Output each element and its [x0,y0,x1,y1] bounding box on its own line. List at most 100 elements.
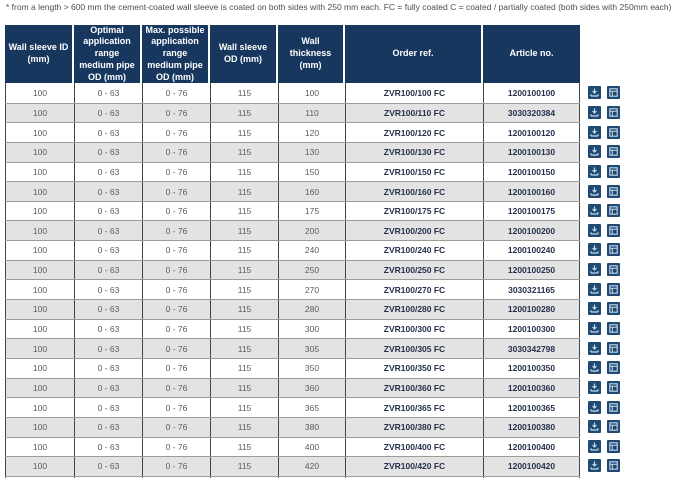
cell-wall-sleeve-od: 115 [210,241,278,260]
row-actions [588,122,620,142]
cell-wall-sleeve-od: 115 [210,457,278,476]
cell-max-range: 0 - 76 [142,280,210,300]
table-view-button[interactable] [607,302,620,316]
download-button[interactable] [588,204,601,218]
download-button[interactable] [588,263,601,277]
cell-article-no: 1200100380 [483,417,580,437]
table-icon [609,167,618,176]
download-button[interactable] [588,184,601,198]
download-button[interactable] [588,145,601,159]
table-row: 100 0 - 63 0 - 76 115 250 ZVR100/250 FC 120010… [5,259,580,280]
cell-wall-sleeve-id: 100 [5,300,74,319]
cell-article-no: 1200100400 [483,437,580,457]
column-header-wall-sleeve-id: Wall sleeve ID (mm) [5,25,74,83]
cell-max-range: 0 - 76 [142,182,210,201]
table-view-button[interactable] [607,420,620,434]
download-icon [590,363,599,372]
cell-wall-sleeve-id: 100 [5,182,74,201]
table-icon [609,304,618,314]
cell-optimal-range: 0 - 63 [74,83,142,103]
table-view-button[interactable] [607,86,620,100]
cell-article-no: 3030320384 [483,103,580,123]
cell-wall-sleeve-od: 115 [210,162,278,182]
download-button[interactable] [588,380,601,394]
cell-max-range: 0 - 76 [142,319,210,339]
cell-article-no: 1200100250 [483,260,580,280]
table-icon [609,343,618,353]
download-button[interactable] [588,223,601,237]
table-view-button[interactable] [607,322,620,335]
download-icon [590,383,599,392]
table-view-button[interactable] [607,204,620,218]
table-view-button[interactable] [607,400,620,414]
download-button[interactable] [588,302,601,316]
table-view-button[interactable] [607,164,620,178]
cell-wall-thickness: 400 [278,437,345,457]
table-row: 100 0 - 63 0 - 76 115 110 ZVR100/110 FC 303032… [5,102,580,123]
row-actions [588,437,620,457]
cell-optimal-range [74,476,142,478]
table-row: 100 0 - 63 0 - 76 115 175 ZVR100/175 FC 120010… [5,200,580,221]
table-view-button[interactable] [607,341,620,355]
cell-wall-sleeve-id: 100 [5,437,74,457]
download-button[interactable] [588,322,601,335]
download-button[interactable] [588,243,601,257]
cell-wall-sleeve-od: 115 [210,142,278,162]
cell-max-range [142,476,210,478]
download-button[interactable] [588,164,601,178]
cell-wall-thickness: 365 [278,398,345,417]
row-actions [588,397,620,417]
table-icon [609,265,618,274]
table-view-button[interactable] [607,243,620,257]
cell-wall-sleeve-od: 115 [210,280,278,300]
table-view-button[interactable] [607,125,620,139]
row-actions-column [588,83,620,476]
download-icon [590,88,599,97]
table-view-button[interactable] [607,380,620,394]
column-header-optimal-range: Optimal application range medium pipe OD… [74,25,142,83]
cell-article-no: 1200100365 [483,398,580,417]
table-view-button[interactable] [607,361,620,375]
cell-wall-sleeve-od: 115 [210,300,278,319]
download-icon [590,344,599,353]
download-button[interactable] [588,125,601,139]
cell-wall-sleeve-od: 115 [210,339,278,358]
cell-order-ref: ZVR100/400 FC [345,437,483,457]
cell-article-no: 1200100160 [483,182,580,201]
cell-article-no: 1200100420 [483,457,580,476]
download-button[interactable] [588,86,601,100]
row-actions [588,83,620,103]
download-icon [590,108,599,117]
cell-max-range: 0 - 76 [142,123,210,142]
download-button[interactable] [588,361,601,375]
row-actions [588,378,620,398]
table-icon [609,127,618,137]
cell-order-ref: ZVR100/200 FC [345,221,483,241]
download-button[interactable] [588,341,601,355]
column-header-wall-thickness: Wall thickness (mm) [278,25,345,83]
cell-wall-sleeve-id: 100 [5,83,74,103]
cell-article-no: 1200100100 [483,83,580,103]
table-view-button[interactable] [607,105,620,119]
download-button[interactable] [588,459,601,473]
cell-wall-sleeve-od: 115 [210,417,278,437]
cell-article-no: 1200100300 [483,319,580,339]
table-view-button[interactable] [607,223,620,237]
table-view-button[interactable] [607,184,620,198]
download-icon [590,461,599,471]
cell-wall-sleeve-id: 100 [5,358,74,378]
table-view-button[interactable] [607,263,620,277]
table-view-button[interactable] [607,282,620,296]
cell-order-ref: ZVR100/300 FC [345,319,483,339]
cell-wall-sleeve-od: 115 [210,123,278,142]
download-button[interactable] [588,420,601,434]
table-view-button[interactable] [607,145,620,159]
download-button[interactable] [588,105,601,119]
download-button[interactable] [588,439,601,453]
download-button[interactable] [588,400,601,414]
table-view-button[interactable] [607,439,620,453]
row-actions [588,338,620,358]
download-button[interactable] [588,282,601,296]
cell-optimal-range: 0 - 63 [74,398,142,417]
table-view-button[interactable] [607,459,620,473]
